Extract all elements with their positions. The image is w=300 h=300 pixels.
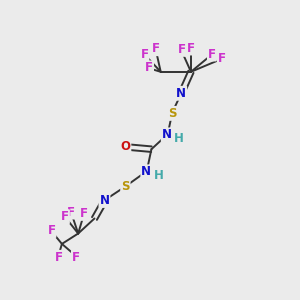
Text: N: N (141, 165, 151, 178)
Text: F: F (218, 52, 226, 65)
Text: O: O (120, 140, 130, 153)
Text: F: F (145, 61, 153, 74)
Text: F: F (80, 207, 88, 220)
Text: F: F (72, 251, 80, 264)
Text: F: F (67, 206, 75, 218)
Text: F: F (54, 251, 62, 264)
Text: F: F (47, 224, 56, 237)
Text: S: S (168, 107, 176, 120)
Text: F: F (178, 43, 186, 56)
Text: H: H (174, 132, 184, 145)
Text: F: F (187, 41, 195, 55)
Text: N: N (162, 128, 172, 141)
Text: N: N (100, 194, 110, 207)
Text: H: H (154, 169, 164, 182)
Text: F: F (140, 48, 148, 61)
Text: S: S (121, 180, 130, 193)
Text: N: N (176, 87, 186, 100)
Text: F: F (152, 42, 160, 55)
Text: F: F (208, 47, 216, 61)
Text: F: F (61, 210, 69, 223)
